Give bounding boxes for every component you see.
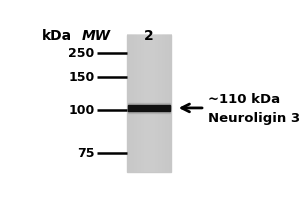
Bar: [128, 105, 170, 111]
Bar: [128, 106, 170, 109]
Text: 150: 150: [68, 71, 94, 84]
Text: MW: MW: [82, 29, 111, 43]
Text: ~110 kDa: ~110 kDa: [208, 93, 280, 106]
Text: 100: 100: [68, 104, 94, 117]
Text: Neuroligin 3: Neuroligin 3: [208, 112, 300, 125]
Text: 250: 250: [68, 47, 94, 60]
Bar: [127, 35, 171, 172]
Bar: [128, 105, 170, 111]
Text: kDa: kDa: [42, 29, 72, 43]
Text: 75: 75: [77, 147, 94, 160]
Text: 2: 2: [144, 29, 154, 43]
Bar: [128, 103, 170, 113]
